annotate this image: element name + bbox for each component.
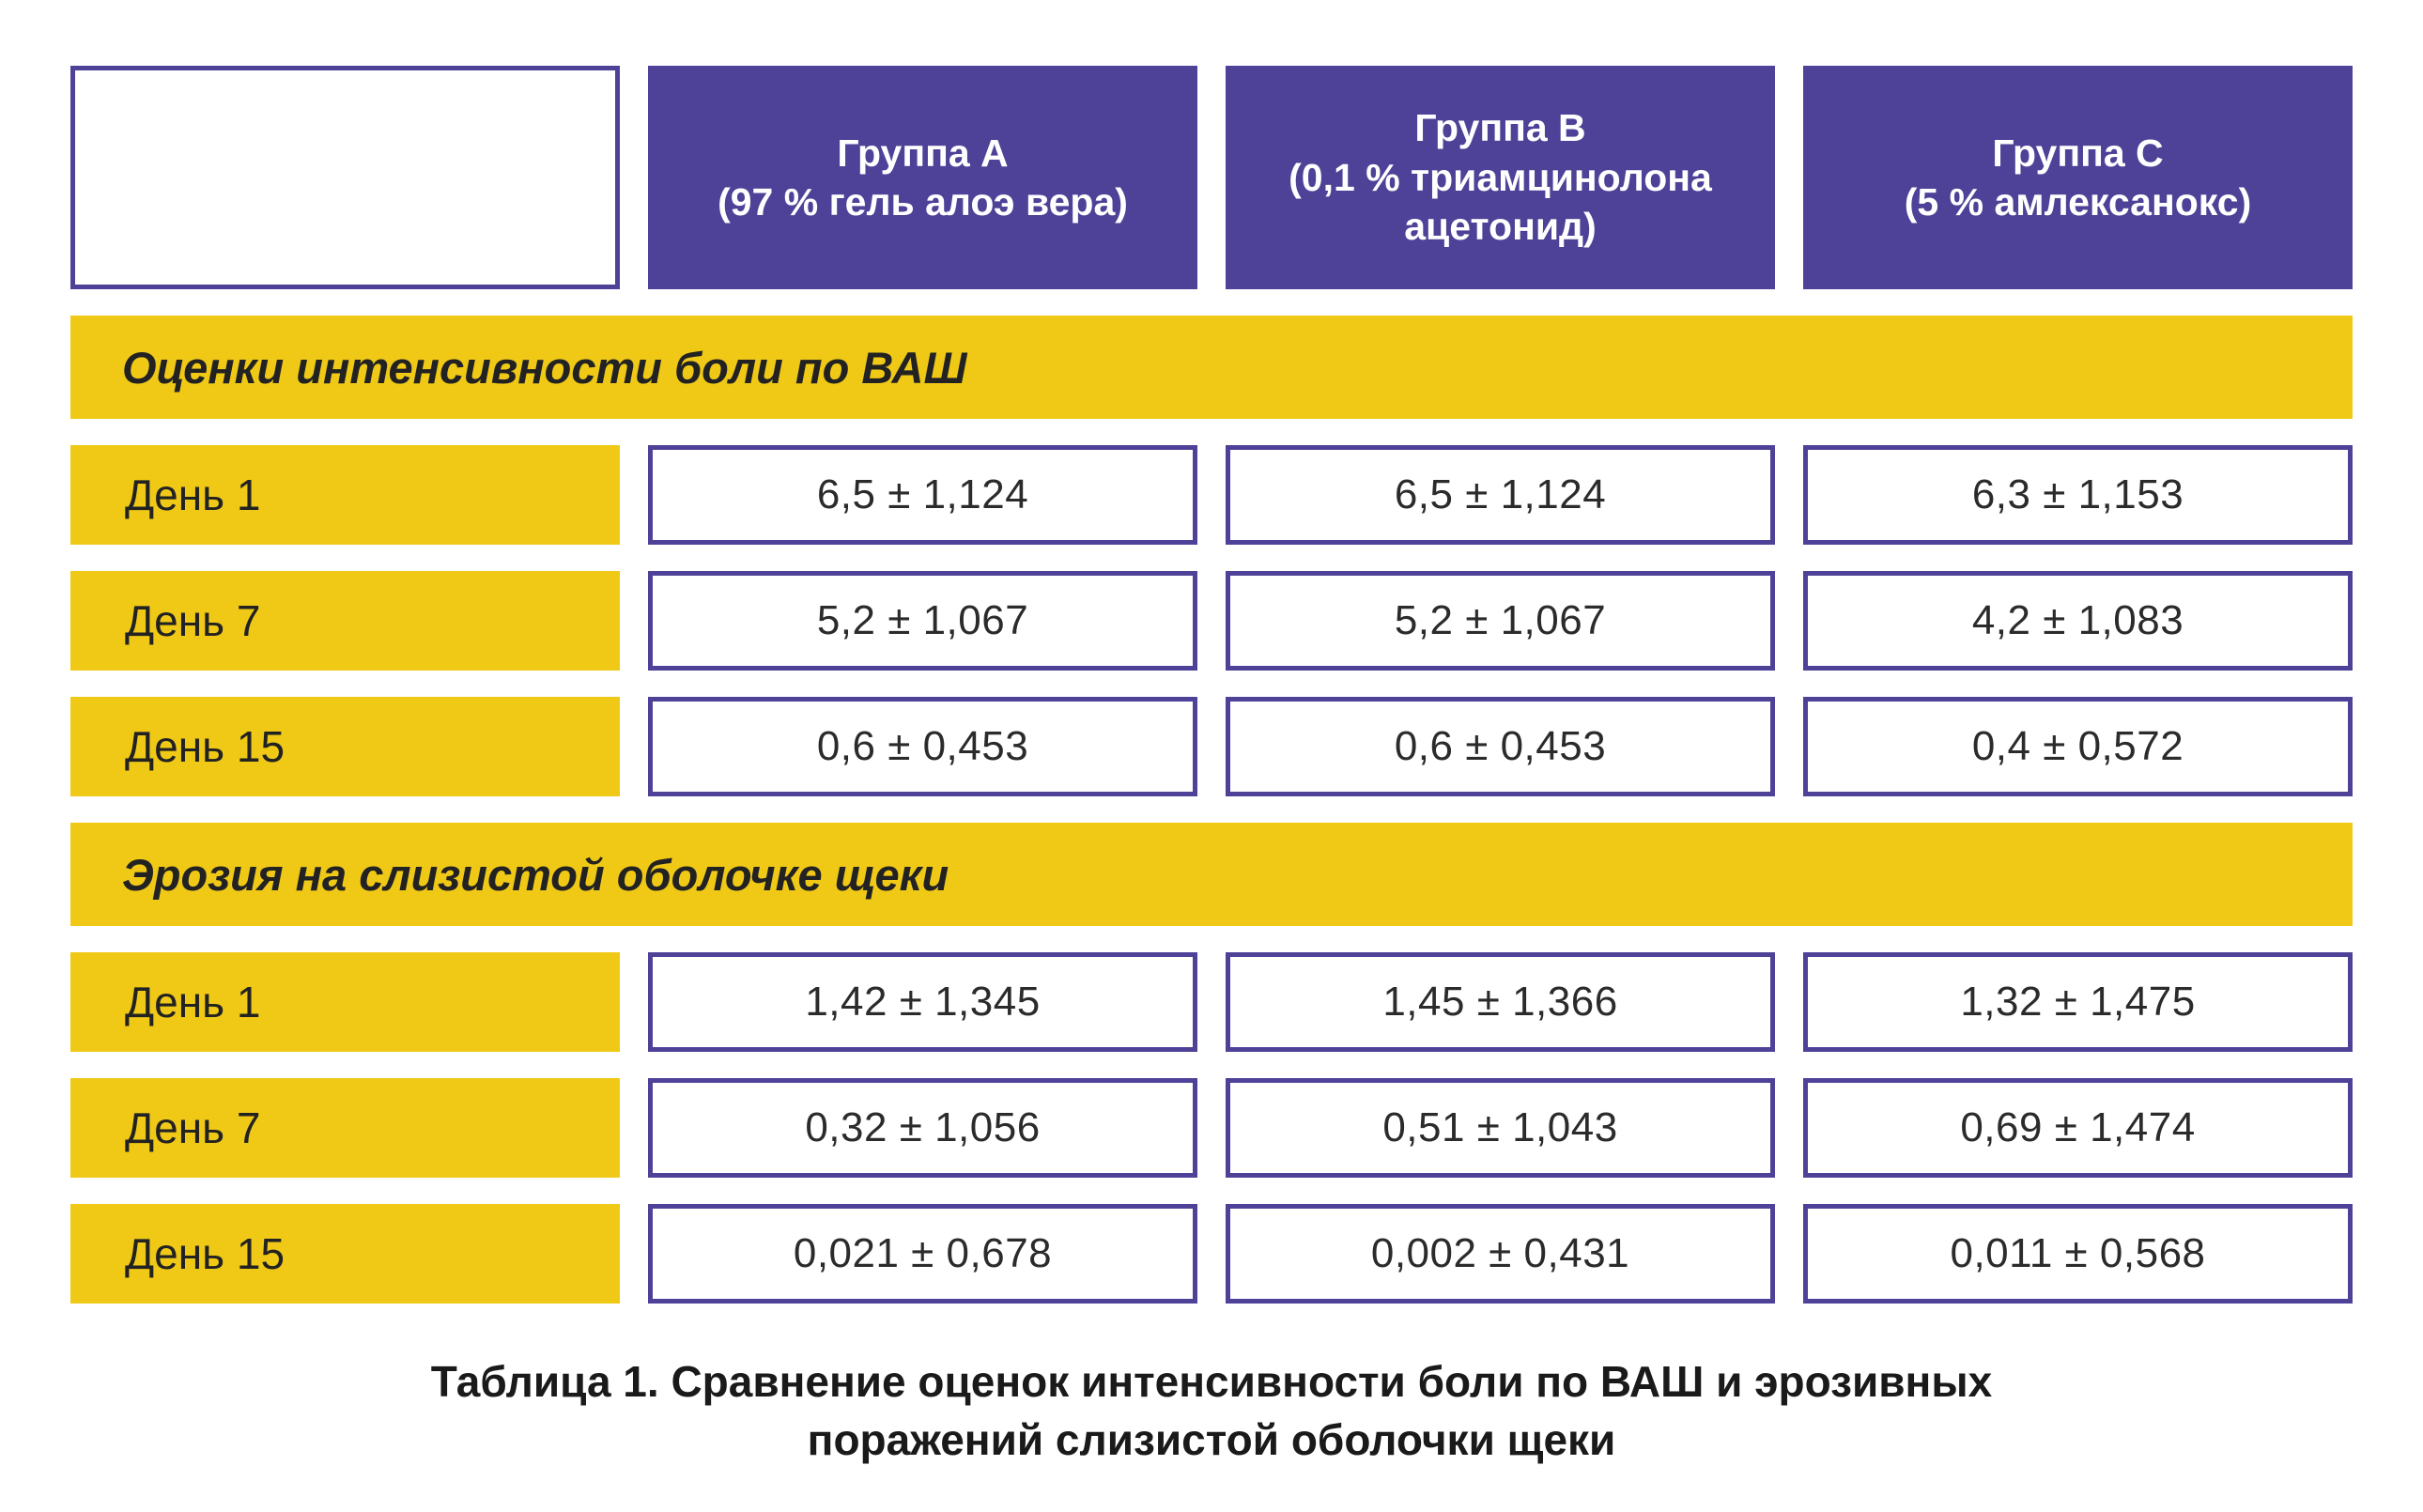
row-label-day-7: День 7 <box>70 1078 620 1178</box>
row-label-day-1: День 1 <box>70 952 620 1052</box>
data-cell: 1,45 ± 1,366 <box>1226 952 1775 1052</box>
data-cell: 0,6 ± 0,453 <box>648 697 1197 796</box>
data-cell: 0,002 ± 0,431 <box>1226 1204 1775 1304</box>
comparison-table: Группа A (97 % гель алоэ вера) Группа B … <box>70 66 2353 1304</box>
column-header-group-a: Группа A (97 % гель алоэ вера) <box>648 66 1197 289</box>
column-header-group-b: Группа B (0,1 % триамцинолона ацетонид) <box>1226 66 1775 289</box>
data-cell: 1,32 ± 1,475 <box>1803 952 2353 1052</box>
table-caption: Таблица 1. Сравнение оценок интенсивност… <box>430 1357 1993 1465</box>
row-label-day-15: День 15 <box>70 1204 620 1304</box>
corner-cell <box>70 66 620 289</box>
column-header-group-c: Группа C (5 % амлексанокс) <box>1803 66 2353 289</box>
data-cell: 6,3 ± 1,153 <box>1803 445 2353 545</box>
data-cell: 6,5 ± 1,124 <box>1226 445 1775 545</box>
data-cell: 0,4 ± 0,572 <box>1803 697 2353 796</box>
data-cell: 5,2 ± 1,067 <box>648 571 1197 671</box>
data-cell: 0,6 ± 0,453 <box>1226 697 1775 796</box>
data-cell: 0,32 ± 1,056 <box>648 1078 1197 1178</box>
row-label-day-1: День 1 <box>70 445 620 545</box>
data-cell: 6,5 ± 1,124 <box>648 445 1197 545</box>
row-label-day-7: День 7 <box>70 571 620 671</box>
data-cell: 0,011 ± 0,568 <box>1803 1204 2353 1304</box>
section-title-vas-pain: Оценки интенсивности боли по ВАШ <box>70 316 2353 419</box>
data-cell: 0,021 ± 0,678 <box>648 1204 1197 1304</box>
data-cell: 0,51 ± 1,043 <box>1226 1078 1775 1178</box>
data-cell: 0,69 ± 1,474 <box>1803 1078 2353 1178</box>
data-cell: 1,42 ± 1,345 <box>648 952 1197 1052</box>
data-cell: 5,2 ± 1,067 <box>1226 571 1775 671</box>
data-cell: 4,2 ± 1,083 <box>1803 571 2353 671</box>
section-title-erosion: Эрозия на слизистой оболочке щеки <box>70 823 2353 926</box>
row-label-day-15: День 15 <box>70 697 620 796</box>
